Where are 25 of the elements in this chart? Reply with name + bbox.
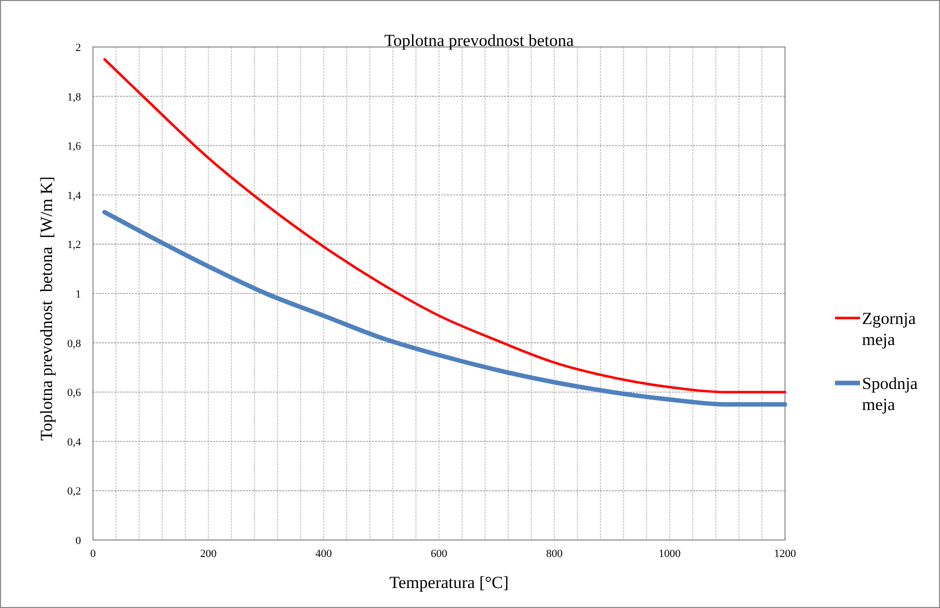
y-tick-label: 0,8 — [67, 338, 82, 350]
x-tick-label: 600 — [430, 548, 448, 560]
y-axis-title: Toplotna prevodnost betona [W/m K] — [37, 176, 56, 441]
y-tick-label: 1,2 — [67, 239, 81, 252]
y-tick-label: 1 — [76, 288, 81, 300]
y-tick-label: 0,6 — [67, 387, 82, 400]
legend-label: Spodnja meja — [862, 374, 918, 414]
y-tick-label: 1,4 — [67, 190, 82, 202]
x-tick-label: 0 — [90, 548, 96, 560]
y-tick-label: 0 — [76, 535, 82, 547]
y-tick-label: 0,2 — [67, 486, 81, 498]
legend-label: Zgornja meja — [862, 309, 916, 349]
y-tick-label: 1,8 — [67, 91, 82, 104]
x-tick-label: 200 — [200, 548, 218, 560]
x-axis-title: Temperatura [°C] — [389, 573, 509, 592]
line-series — [102, 210, 788, 407]
x-tick-label: 1200 — [774, 548, 796, 560]
x-tick-label: 400 — [315, 548, 332, 560]
y-tick-label: 2 — [76, 42, 81, 54]
line-series — [103, 58, 786, 394]
chart-title: Toplotna prevodnost betona — [384, 31, 574, 50]
x-tick-label: 1000 — [658, 548, 682, 560]
x-tick-label: 800 — [546, 548, 564, 560]
y-tick-label: 0,4 — [67, 436, 82, 448]
y-tick-label: 1,6 — [67, 140, 82, 153]
